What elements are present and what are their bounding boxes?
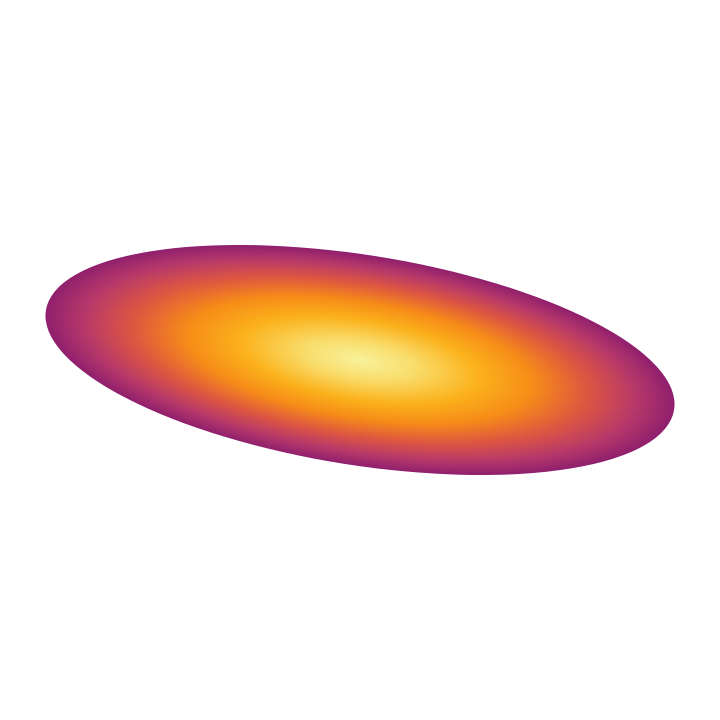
gradient-ellipse [45,244,675,476]
